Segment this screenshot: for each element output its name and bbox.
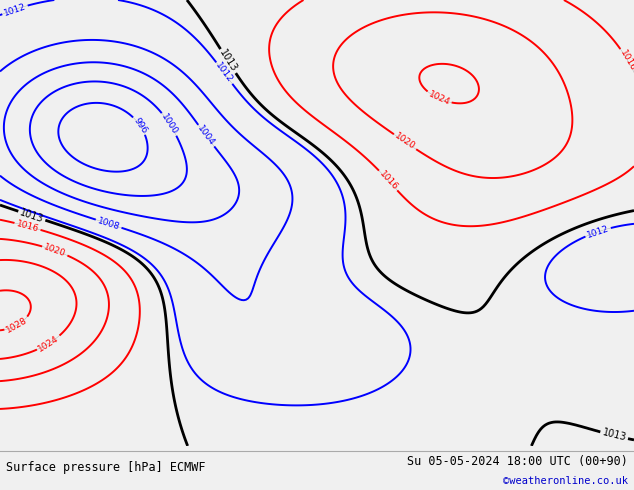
Text: 996: 996 [131,116,148,135]
Text: 1016: 1016 [377,169,399,192]
Text: 1012: 1012 [214,61,235,85]
Text: 1012: 1012 [3,1,27,18]
Text: 1004: 1004 [196,124,217,147]
Text: 1016: 1016 [618,48,634,73]
Text: 1013: 1013 [601,428,627,443]
Text: 1013: 1013 [18,207,45,224]
Text: 1020: 1020 [42,243,67,259]
Text: Su 05-05-2024 18:00 UTC (00+90): Su 05-05-2024 18:00 UTC (00+90) [407,455,628,468]
Text: 1020: 1020 [393,132,417,152]
Text: Surface pressure [hPa] ECMWF: Surface pressure [hPa] ECMWF [6,461,206,473]
Text: 1024: 1024 [427,90,451,107]
Text: 1012: 1012 [586,224,611,240]
Text: 1024: 1024 [37,334,61,353]
Text: 1016: 1016 [15,219,40,234]
Text: 1013: 1013 [217,48,239,74]
Text: 1008: 1008 [96,216,121,231]
Text: 1028: 1028 [5,316,29,335]
Text: 1000: 1000 [160,112,179,136]
Text: ©weatheronline.co.uk: ©weatheronline.co.uk [503,476,628,486]
